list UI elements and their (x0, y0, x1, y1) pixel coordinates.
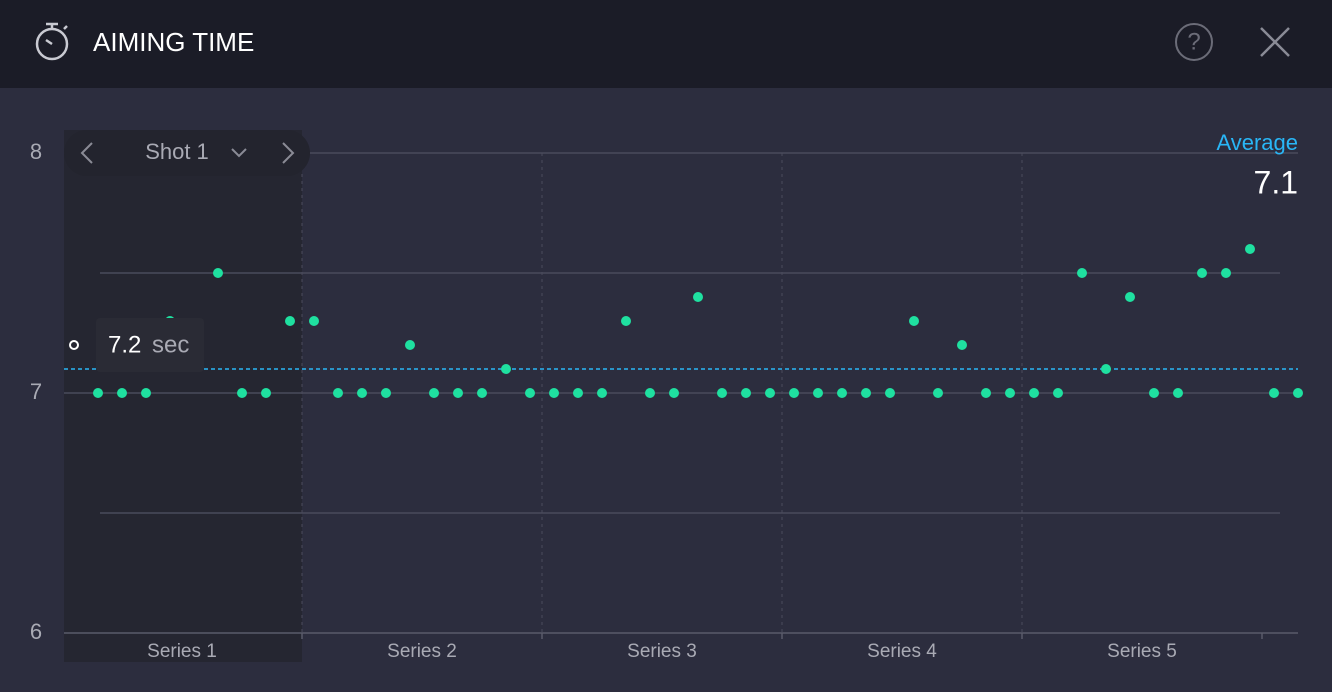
point (309, 316, 319, 326)
point (597, 388, 607, 398)
point (909, 316, 919, 326)
point (933, 388, 943, 398)
point (1221, 268, 1231, 278)
point (669, 388, 679, 398)
point (117, 388, 127, 398)
point (837, 388, 847, 398)
tooltip-box (96, 318, 204, 372)
tooltip-value: 7.2 (108, 331, 141, 358)
point (333, 388, 343, 398)
next-arrow[interactable] (282, 142, 295, 164)
point (141, 388, 151, 398)
point (621, 316, 631, 326)
point (981, 388, 991, 398)
point (1149, 388, 1159, 398)
point (1005, 388, 1015, 398)
tooltip-marker (69, 340, 79, 350)
average-value: 7.1 (1254, 164, 1298, 200)
point (525, 388, 535, 398)
point (717, 388, 727, 398)
point (573, 388, 583, 398)
selector-pill (64, 130, 310, 176)
shot-selector[interactable]: Shot 1 (64, 130, 310, 176)
point (405, 340, 415, 350)
point (285, 316, 295, 326)
point (1269, 388, 1279, 398)
point (357, 388, 367, 398)
point (213, 268, 223, 278)
point (381, 388, 391, 398)
selector-label: Shot 1 (145, 139, 209, 164)
point (261, 388, 271, 398)
header-bar (0, 0, 1332, 88)
point (885, 388, 895, 398)
stopwatch-icon (35, 22, 69, 61)
point (501, 364, 511, 374)
y-tick-label: 7 (30, 379, 42, 404)
help-button[interactable]: ? (1175, 23, 1213, 61)
dropdown-chevron[interactable] (231, 148, 247, 158)
point (693, 292, 703, 302)
point (453, 388, 463, 398)
point (1173, 388, 1183, 398)
point (1077, 268, 1087, 278)
y-tick-label: 8 (30, 139, 42, 164)
point (765, 388, 775, 398)
point (957, 340, 967, 350)
header-title: AIMING TIME (93, 27, 254, 57)
y-tick-label: 6 (30, 619, 42, 644)
point (1101, 364, 1111, 374)
point (1053, 388, 1063, 398)
x-group-label: Series 5 (1107, 641, 1177, 662)
point (741, 388, 751, 398)
point (237, 388, 247, 398)
tooltip-unit: sec (152, 331, 189, 358)
point (429, 388, 439, 398)
x-group-label: Series 4 (867, 641, 937, 662)
point (477, 388, 487, 398)
point (1197, 268, 1207, 278)
point (1125, 292, 1135, 302)
point (813, 388, 823, 398)
point (645, 388, 655, 398)
point (1293, 388, 1303, 398)
point (861, 388, 871, 398)
x-group-label: Series 2 (387, 641, 457, 662)
svg-text:?: ? (1187, 28, 1200, 55)
point (93, 388, 103, 398)
x-group-label: Series 1 (147, 641, 217, 662)
x-group-label: Series 3 (627, 641, 697, 662)
prev-arrow[interactable] (80, 142, 93, 164)
point (1245, 244, 1255, 254)
point (789, 388, 799, 398)
average-label: Average (1216, 130, 1298, 155)
close-button[interactable] (1260, 27, 1290, 57)
point (1029, 388, 1039, 398)
chart: 6 7 8 Series 1 Series 2 Series 3 Series 4 Serie… (30, 130, 1303, 662)
point (549, 388, 559, 398)
